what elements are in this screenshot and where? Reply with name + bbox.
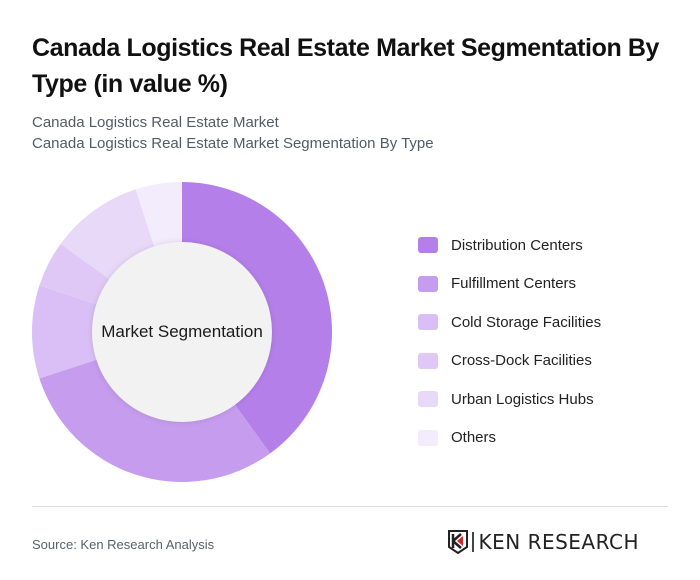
legend-swatch	[418, 237, 438, 254]
subtitle-market: Canada Logistics Real Estate Market	[32, 114, 279, 131]
legend-label: Cross-Dock Facilities	[451, 352, 592, 370]
legend-swatch	[418, 275, 438, 292]
legend-label: Cold Storage Facilities	[451, 313, 602, 331]
chart-title: Canada Logistics Real Estate Market Segm…	[32, 34, 660, 98]
legend-label: Fulfillment Centers	[451, 275, 577, 293]
legend-swatch	[418, 391, 438, 408]
legend-label: Others	[451, 429, 497, 447]
legend-label: Urban Logistics Hubs	[451, 390, 594, 408]
subtitle-segmentation: Canada Logistics Real Estate Market Segm…	[32, 135, 434, 152]
source-note: Source: Ken Research Analysis	[32, 537, 215, 552]
legend: Distribution Centers Fulfillment Centers…	[418, 226, 601, 457]
legend-item-others[interactable]: Others	[418, 419, 601, 458]
donut-slice-cold-storage-facilities[interactable]	[32, 285, 102, 379]
donut-slice-others[interactable]	[135, 182, 182, 252]
donut-chart	[32, 182, 332, 482]
legend-swatch	[418, 352, 438, 369]
donut-slice-cross-dock-facilities[interactable]	[39, 243, 114, 306]
footer-divider	[32, 506, 668, 507]
legend-item-cold-storage-facilities[interactable]: Cold Storage Facilities	[418, 303, 601, 342]
legend-swatch	[418, 429, 438, 446]
ken-research-logo: KEN RESEARCH	[448, 530, 639, 554]
donut-slice-fulfillment-centers[interactable]	[39, 358, 271, 482]
ken-research-shield-icon	[448, 530, 468, 554]
legend-item-fulfillment-centers[interactable]: Fulfillment Centers	[418, 265, 601, 304]
legend-item-distribution-centers[interactable]: Distribution Centers	[418, 226, 601, 265]
donut-center	[92, 242, 272, 422]
logo-separator	[472, 532, 474, 552]
legend-item-cross-dock-facilities[interactable]: Cross-Dock Facilities	[418, 342, 601, 381]
donut-slice-distribution-centers[interactable]	[182, 182, 332, 454]
legend-label: Distribution Centers	[451, 236, 583, 254]
legend-item-urban-logistics-hubs[interactable]: Urban Logistics Hubs	[418, 380, 601, 419]
logo-text: KEN RESEARCH	[478, 530, 640, 554]
legend-swatch	[418, 314, 438, 331]
donut-slices	[32, 182, 332, 482]
